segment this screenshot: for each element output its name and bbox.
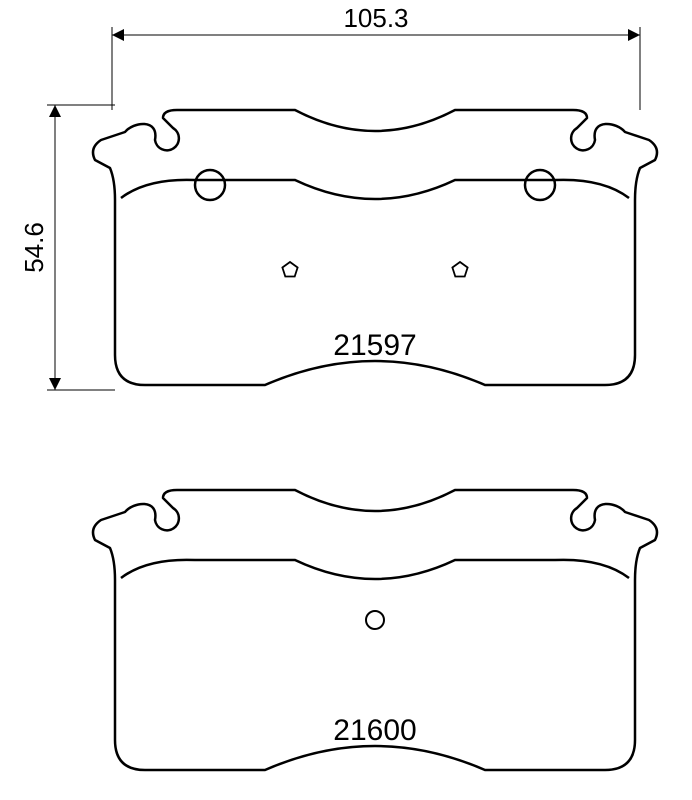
hole-center <box>366 611 384 629</box>
pad-inner-line <box>121 180 629 199</box>
dim-height-label: 54.6 <box>19 222 49 273</box>
dim-width-label: 105.3 <box>343 3 408 33</box>
hole-small <box>452 262 467 276</box>
technical-drawing: 105.3 54.6 21597 21600 <box>0 0 692 800</box>
hole-large <box>525 170 555 200</box>
part-number-top: 21597 <box>333 329 416 362</box>
hole-small <box>282 262 297 276</box>
pad-inner-line <box>121 560 629 579</box>
part-number-bottom: 21600 <box>333 714 416 747</box>
hole-large <box>195 170 225 200</box>
